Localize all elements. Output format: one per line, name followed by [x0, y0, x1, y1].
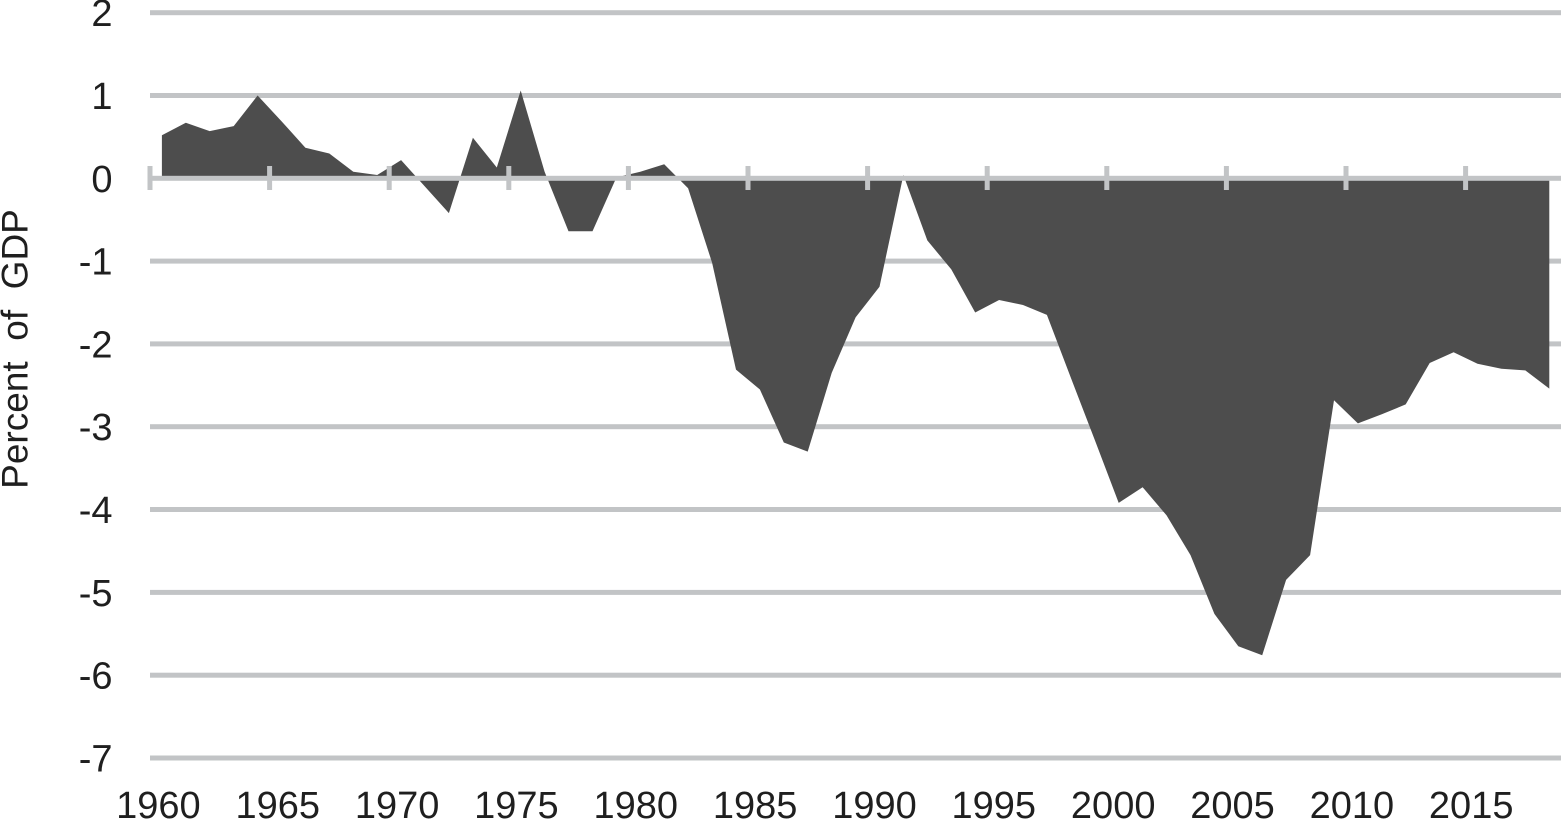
svg-text:0: 0: [91, 159, 112, 201]
svg-text:1995: 1995: [952, 785, 1037, 820]
svg-text:1960: 1960: [116, 785, 201, 820]
svg-text:1975: 1975: [474, 785, 559, 820]
svg-text:2005: 2005: [1190, 785, 1275, 820]
svg-text:1980: 1980: [594, 785, 679, 820]
svg-text:2000: 2000: [1071, 785, 1156, 820]
svg-text:2: 2: [91, 0, 112, 35]
svg-text:1985: 1985: [713, 785, 798, 820]
svg-text:1965: 1965: [236, 785, 321, 820]
svg-text:1970: 1970: [355, 785, 440, 820]
svg-text:-3: -3: [79, 407, 113, 449]
svg-text:2015: 2015: [1429, 785, 1514, 820]
svg-text:2010: 2010: [1310, 785, 1395, 820]
svg-text:-2: -2: [79, 324, 113, 366]
svg-text:1: 1: [91, 76, 112, 118]
svg-text:1990: 1990: [832, 785, 917, 820]
svg-text:-5: -5: [79, 573, 113, 615]
svg-text:Percent of GDP: Percent of GDP: [0, 209, 36, 489]
svg-text:-4: -4: [79, 490, 113, 532]
svg-text:-7: -7: [79, 739, 113, 781]
svg-text:-1: -1: [79, 242, 113, 284]
svg-text:-6: -6: [79, 656, 113, 698]
